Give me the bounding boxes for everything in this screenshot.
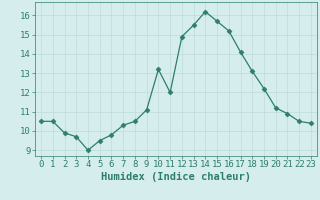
X-axis label: Humidex (Indice chaleur): Humidex (Indice chaleur) bbox=[101, 172, 251, 182]
